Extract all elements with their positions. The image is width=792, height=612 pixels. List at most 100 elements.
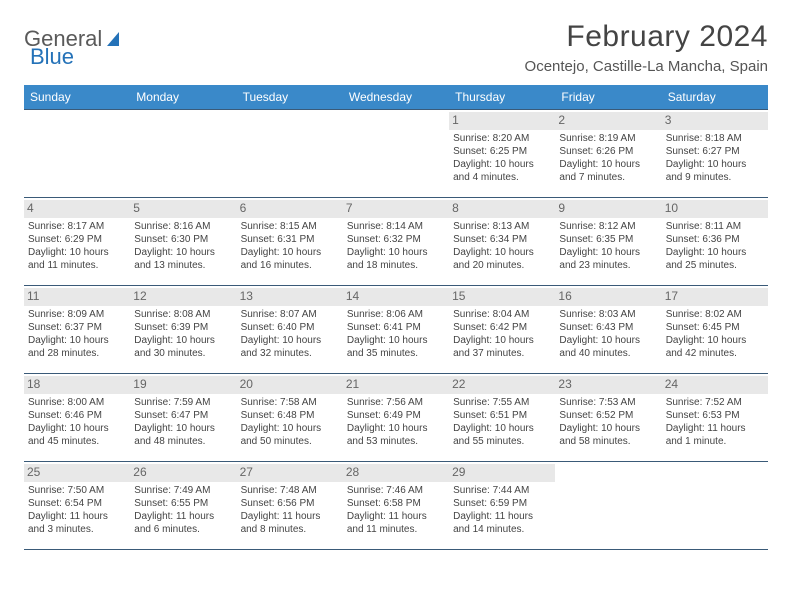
calendar-day-cell: 10Sunrise: 8:11 AMSunset: 6:36 PMDayligh… <box>662 198 768 286</box>
daylight-text: Daylight: 10 hours <box>28 422 126 435</box>
sunset-text: Sunset: 6:39 PM <box>134 321 232 334</box>
daylight-text: and 13 minutes. <box>134 259 232 272</box>
header: General February 2024 Ocentejo, Castille… <box>24 20 768 75</box>
calendar-day-cell: 25Sunrise: 7:50 AMSunset: 6:54 PMDayligh… <box>24 462 130 550</box>
sunrise-text: Sunrise: 8:06 AM <box>347 308 445 321</box>
sunset-text: Sunset: 6:40 PM <box>241 321 339 334</box>
sunset-text: Sunset: 6:45 PM <box>666 321 764 334</box>
day-number: 24 <box>662 376 768 394</box>
sunset-text: Sunset: 6:58 PM <box>347 497 445 510</box>
calendar-day-cell: . <box>555 462 661 550</box>
calendar-day-cell: 3Sunrise: 8:18 AMSunset: 6:27 PMDaylight… <box>662 110 768 198</box>
daylight-text: Daylight: 10 hours <box>347 334 445 347</box>
calendar-day-cell: 24Sunrise: 7:52 AMSunset: 6:53 PMDayligh… <box>662 374 768 462</box>
daylight-text: Daylight: 10 hours <box>347 422 445 435</box>
daylight-text: and 35 minutes. <box>347 347 445 360</box>
daylight-text: and 32 minutes. <box>241 347 339 360</box>
sunset-text: Sunset: 6:49 PM <box>347 409 445 422</box>
calendar-day-cell: 22Sunrise: 7:55 AMSunset: 6:51 PMDayligh… <box>449 374 555 462</box>
calendar-day-cell: 8 Sunrise: 8:13 AMSunset: 6:34 PMDaylight… <box>449 198 555 286</box>
daylight-text: Daylight: 10 hours <box>559 158 657 171</box>
weekday-header: Saturday <box>662 85 768 110</box>
logo-sail-icon <box>105 30 125 48</box>
day-number: 13 <box>237 288 343 306</box>
daylight-text: and 37 minutes. <box>453 347 551 360</box>
daylight-text: Daylight: 10 hours <box>28 246 126 259</box>
daylight-text: and 55 minutes. <box>453 435 551 448</box>
sunset-text: Sunset: 6:41 PM <box>347 321 445 334</box>
sunset-text: Sunset: 6:54 PM <box>28 497 126 510</box>
calendar-day-cell: 1Sunrise: 8:20 AMSunset: 6:25 PMDaylight… <box>449 110 555 198</box>
daylight-text: and 58 minutes. <box>559 435 657 448</box>
sunrise-text: Sunrise: 8:17 AM <box>28 220 126 233</box>
sunrise-text: Sunrise: 8:11 AM <box>666 220 764 233</box>
sunrise-text: Sunrise: 8:09 AM <box>28 308 126 321</box>
daylight-text: Daylight: 11 hours <box>28 510 126 523</box>
sunset-text: Sunset: 6:56 PM <box>241 497 339 510</box>
daylight-text: and 48 minutes. <box>134 435 232 448</box>
daylight-text: Daylight: 11 hours <box>347 510 445 523</box>
daylight-text: and 42 minutes. <box>666 347 764 360</box>
sunset-text: Sunset: 6:52 PM <box>559 409 657 422</box>
sunset-text: Sunset: 6:34 PM <box>453 233 551 246</box>
sunset-text: Sunset: 6:30 PM <box>134 233 232 246</box>
sunrise-text: Sunrise: 8:12 AM <box>559 220 657 233</box>
day-number: 29 <box>449 464 555 482</box>
month-title: February 2024 <box>525 20 768 54</box>
day-number: 19 <box>130 376 236 394</box>
calendar-week-row: 4Sunrise: 8:17 AMSunset: 6:29 PMDaylight… <box>24 198 768 286</box>
calendar-body: ....1Sunrise: 8:20 AMSunset: 6:25 PMDayl… <box>24 110 768 550</box>
sunset-text: Sunset: 6:42 PM <box>453 321 551 334</box>
daylight-text: and 1 minute. <box>666 435 764 448</box>
daylight-text: and 40 minutes. <box>559 347 657 360</box>
daylight-text: Daylight: 10 hours <box>666 158 764 171</box>
day-number: 6 <box>237 200 343 218</box>
calendar-day-cell: . <box>662 462 768 550</box>
daylight-text: and 11 minutes. <box>28 259 126 272</box>
sunset-text: Sunset: 6:37 PM <box>28 321 126 334</box>
daylight-text: Daylight: 11 hours <box>134 510 232 523</box>
sunrise-text: Sunrise: 8:20 AM <box>453 132 551 145</box>
daylight-text: and 53 minutes. <box>347 435 445 448</box>
calendar-day-cell: 2Sunrise: 8:19 AMSunset: 6:26 PMDaylight… <box>555 110 661 198</box>
daylight-text: and 45 minutes. <box>28 435 126 448</box>
day-number: 8 <box>449 200 555 218</box>
sunset-text: Sunset: 6:36 PM <box>666 233 764 246</box>
daylight-text: and 23 minutes. <box>559 259 657 272</box>
calendar-header-row: SundayMondayTuesdayWednesdayThursdayFrid… <box>24 85 768 110</box>
weekday-header: Thursday <box>449 85 555 110</box>
day-number: 23 <box>555 376 661 394</box>
weekday-header: Monday <box>130 85 236 110</box>
daylight-text: Daylight: 10 hours <box>241 334 339 347</box>
daylight-text: Daylight: 11 hours <box>666 422 764 435</box>
sunset-text: Sunset: 6:47 PM <box>134 409 232 422</box>
calendar-day-cell: 7Sunrise: 8:14 AMSunset: 6:32 PMDaylight… <box>343 198 449 286</box>
calendar-day-cell: . <box>237 110 343 198</box>
sunrise-text: Sunrise: 8:15 AM <box>241 220 339 233</box>
daylight-text: Daylight: 10 hours <box>453 246 551 259</box>
daylight-text: Daylight: 10 hours <box>559 246 657 259</box>
sunrise-text: Sunrise: 8:02 AM <box>666 308 764 321</box>
daylight-text: and 28 minutes. <box>28 347 126 360</box>
daylight-text: Daylight: 11 hours <box>241 510 339 523</box>
calendar-day-cell: 29Sunrise: 7:44 AMSunset: 6:59 PMDayligh… <box>449 462 555 550</box>
calendar-day-cell: 21Sunrise: 7:56 AMSunset: 6:49 PMDayligh… <box>343 374 449 462</box>
daylight-text: and 14 minutes. <box>453 523 551 536</box>
daylight-text: Daylight: 10 hours <box>134 422 232 435</box>
sunrise-text: Sunrise: 8:13 AM <box>453 220 551 233</box>
sunrise-text: Sunrise: 8:04 AM <box>453 308 551 321</box>
daylight-text: and 50 minutes. <box>241 435 339 448</box>
calendar-day-cell: 27Sunrise: 7:48 AMSunset: 6:56 PMDayligh… <box>237 462 343 550</box>
day-number: 15 <box>449 288 555 306</box>
daylight-text: and 9 minutes. <box>666 171 764 184</box>
day-number: 17 <box>662 288 768 306</box>
day-number: 25 <box>24 464 130 482</box>
calendar-table: SundayMondayTuesdayWednesdayThursdayFrid… <box>24 85 768 550</box>
calendar-day-cell: 23Sunrise: 7:53 AMSunset: 6:52 PMDayligh… <box>555 374 661 462</box>
calendar-day-cell: 17Sunrise: 8:02 AMSunset: 6:45 PMDayligh… <box>662 286 768 374</box>
daylight-text: Daylight: 10 hours <box>453 334 551 347</box>
calendar-day-cell: 13Sunrise: 8:07 AMSunset: 6:40 PMDayligh… <box>237 286 343 374</box>
daylight-text: and 20 minutes. <box>453 259 551 272</box>
day-number: 9 <box>555 200 661 218</box>
daylight-text: Daylight: 10 hours <box>241 246 339 259</box>
